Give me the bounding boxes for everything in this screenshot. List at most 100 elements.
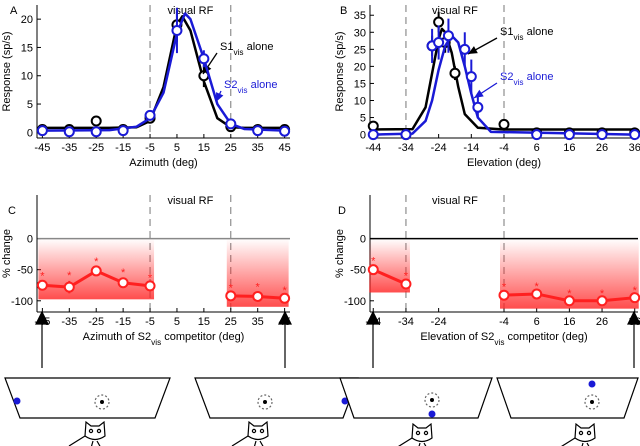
data-point [90,265,102,277]
fixation-dot [590,400,594,404]
fixation-dot [430,398,434,402]
y-tick-label: 20 [354,61,366,73]
panel-label: C [8,205,16,217]
y-tick-label: 5 [27,99,33,111]
y-axis-label: % change [334,229,346,278]
x-tick-label: 16 [563,316,575,328]
x-tick-label: 5 [174,142,180,154]
x-tick-label: 6 [534,316,540,328]
data-point [465,71,477,83]
x-tick-label: -5 [145,316,155,328]
data-point [400,129,412,141]
data-point [279,292,291,304]
x-tick-label: -35 [61,142,77,154]
screen [4,377,171,419]
data-point [531,129,543,141]
annotation-arrow-head [468,46,478,54]
x-tick-label: -5 [145,142,155,154]
data-line [372,268,407,286]
data-point [279,125,291,137]
rf-label: visual RF [432,195,478,207]
stimulus-diagrams [4,310,640,446]
data-point [225,118,237,130]
y-tick-label: 35 [354,10,366,22]
data-point [171,24,183,36]
data-point [400,278,412,290]
y-tick-label: 15 [354,78,366,90]
x-tick-label: -34 [398,316,414,328]
fixation-ring [424,392,440,408]
x-tick-label: 36 [629,142,640,154]
x-tick-label: 36 [629,316,640,328]
text-part: S2 [224,79,237,91]
significance-marker: * [567,288,572,300]
data-point [596,295,608,307]
panel-label: A [10,5,18,17]
significance-marker: * [600,288,605,300]
x-tick-label: 26 [596,316,608,328]
x-tick-label: 15 [198,142,210,154]
x-axis-label: Azimuth (deg) [129,157,197,169]
y-tick-label: 10 [21,71,33,83]
arrow-head [278,310,292,325]
x-tick-label: 16 [563,142,575,154]
data-point [629,292,640,304]
rf-label: visual RF [167,195,213,207]
data-point [144,109,156,121]
x-tick-label: 6 [534,142,540,154]
fit-curve [42,15,285,130]
text-part: Azimuth of S2 [83,331,151,343]
rf-label: visual RF [432,5,478,17]
text-part: S1 [220,41,233,53]
y-tick-label: 30 [354,27,366,39]
data-point [90,126,102,138]
text-part: vis [513,78,523,87]
data-point [498,289,510,301]
x-tick-label: -4 [499,316,509,328]
y-tick-label: 0 [360,234,366,246]
data-point [449,67,461,79]
fixation-ring [94,394,110,410]
text-part: vis [237,86,247,95]
x-tick-label: 45 [278,142,290,154]
data-point [531,288,543,300]
arrow-head [627,310,640,325]
series-label: S1vis alone [220,41,274,57]
data-point [596,129,608,141]
data-point [252,125,264,137]
data-point [252,290,264,302]
y-tick-label: -100 [11,296,33,308]
data-point [433,16,445,28]
y-tick-label: -50 [17,265,33,277]
y-axis-label: Response (sp/s) [334,31,346,111]
significance-marker: * [229,282,234,294]
x-tick-label: 25 [225,316,237,328]
stimulus-dot [341,397,349,405]
data-point [442,30,454,42]
text-part: Elevation of S2 [420,331,494,343]
y-tick-label: 10 [354,95,366,107]
subject-icon [231,421,269,446]
stimulus-dot [588,380,596,388]
data-point [63,126,75,138]
data-point [144,280,156,292]
x-tick-label: 5 [174,316,180,328]
x-axis-label: Elevation (deg) [467,157,541,169]
stimulus-dot [13,397,21,405]
significance-marker: * [94,256,99,268]
data-point [433,37,445,49]
arrow-head [366,310,380,325]
data-point [198,53,210,65]
x-tick-label: -24 [431,316,447,328]
text-part: competitor (deg) [161,331,244,343]
annotation-arrow-head [216,92,224,102]
screen [194,377,359,419]
x-tick-label: -14 [463,142,479,154]
fixation-dot [100,400,104,404]
annotation-arrow-head [474,89,484,98]
fit-curve [42,12,285,132]
significance-marker: * [121,267,126,279]
x-tick-label: 26 [596,142,608,154]
x-tick-label: 35 [252,316,264,328]
series-label: S1vis alone [500,26,554,42]
